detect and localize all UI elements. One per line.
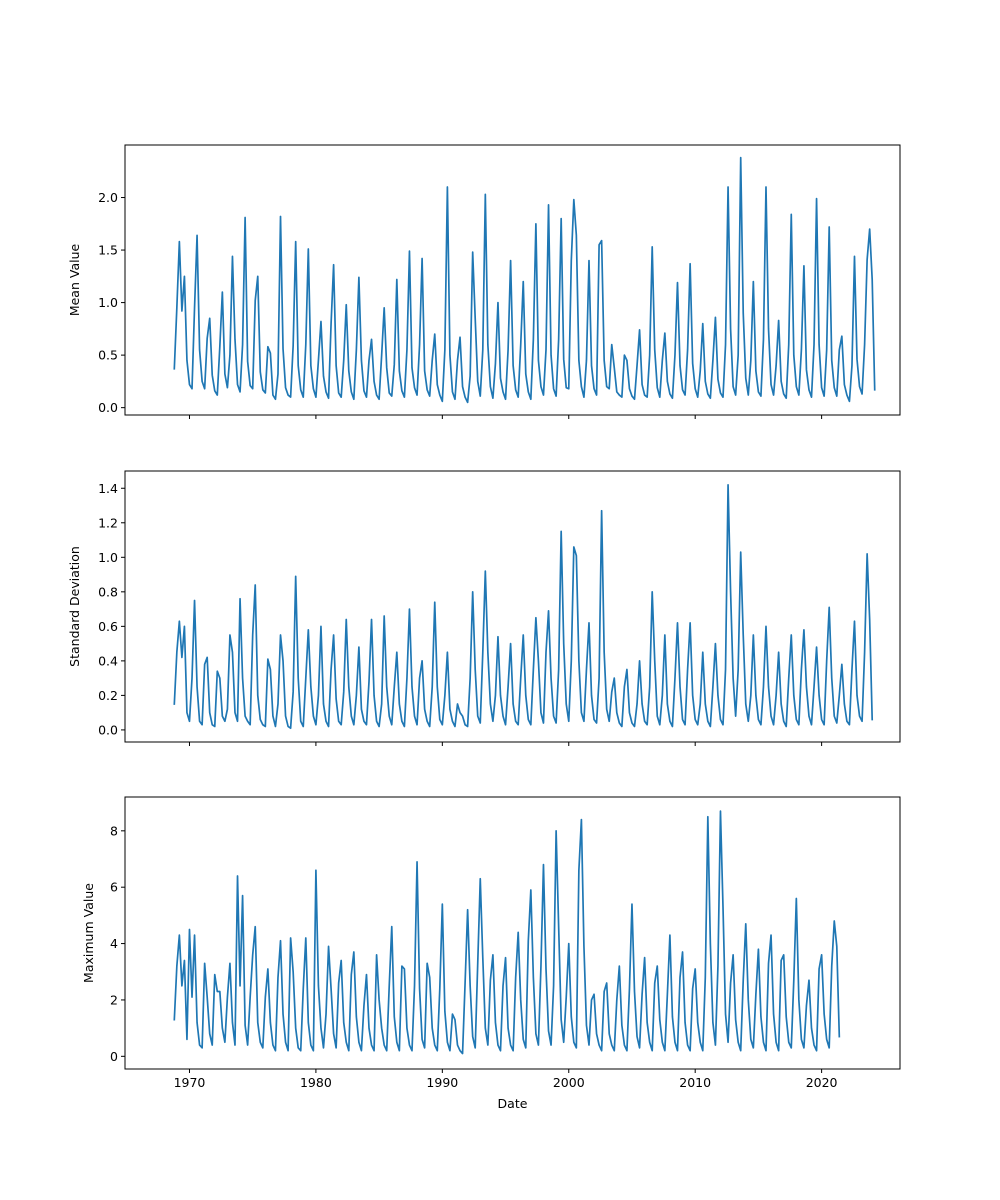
y-tick-label-max: 8 xyxy=(110,823,118,838)
series-line-std xyxy=(173,483,874,730)
x-tick-label-max: 1990 xyxy=(426,1075,458,1090)
y-tick-label-std: 0.0 xyxy=(98,722,118,737)
x-tick-label-max: 1980 xyxy=(300,1075,332,1090)
y-tick-label-mean: 0.0 xyxy=(98,400,118,415)
x-axis-label-max: Date xyxy=(498,1096,528,1111)
y-axis-label-std: Standard Deviation xyxy=(67,546,82,667)
axes-frame-std xyxy=(124,470,901,743)
y-tick-label-std: 1.0 xyxy=(98,550,118,565)
y-tick-label-mean: 2.0 xyxy=(98,190,118,205)
y-tick-label-mean: 1.0 xyxy=(98,295,118,310)
x-tick-label-max: 2000 xyxy=(553,1075,585,1090)
y-axis-label-max: Maximum Value xyxy=(81,883,96,983)
axes-frame-mean xyxy=(124,144,901,416)
series-line-mean xyxy=(173,156,876,404)
y-tick-label-std: 0.6 xyxy=(98,619,118,634)
y-tick-label-std: 0.8 xyxy=(98,584,118,599)
y-tick-label-std: 0.4 xyxy=(98,653,118,668)
x-tick-label-max: 2010 xyxy=(679,1075,711,1090)
series-line-max xyxy=(173,810,841,1055)
y-tick-label-mean: 0.5 xyxy=(98,348,118,363)
axes-frame-max xyxy=(124,796,901,1070)
y-tick-label-std: 1.2 xyxy=(98,515,118,530)
y-tick-label-std: 0.2 xyxy=(98,688,118,703)
chart-panel-std: 0.0 0.2 0.4 0.6 0.8 1.0 1.2 1.4 Standard Deviati… xyxy=(67,470,901,746)
chart-panel-max: 0 2 4 6 8 1970 1980 1990 2000 2010 2020 Maximum Val… xyxy=(81,796,901,1111)
x-tick-label-max: 1970 xyxy=(174,1075,206,1090)
y-tick-label-mean: 1.5 xyxy=(98,243,118,258)
y-tick-label-max: 4 xyxy=(110,936,118,951)
y-axis-label-mean: Mean Value xyxy=(67,244,82,317)
y-tick-label-max: 0 xyxy=(110,1049,118,1064)
y-tick-label-max: 6 xyxy=(110,880,118,895)
x-tick-label-max: 2020 xyxy=(806,1075,838,1090)
y-tick-label-max: 2 xyxy=(110,992,118,1007)
chart-panel-mean: 0.0 0.5 1.0 1.5 2.0 Mean Value xyxy=(67,144,901,419)
y-tick-label-std: 1.4 xyxy=(98,481,118,496)
